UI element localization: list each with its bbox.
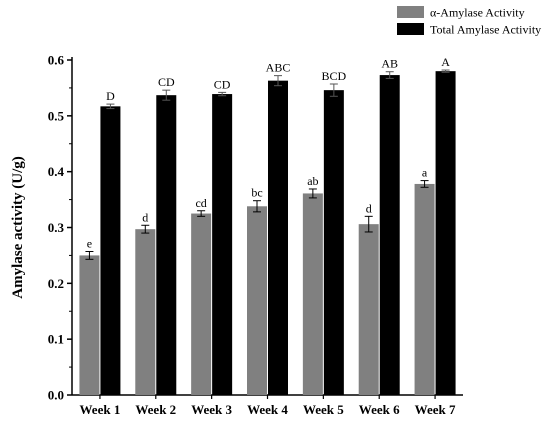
x-tick-label: Week 3 xyxy=(191,402,232,417)
y-tick-label: 0.1 xyxy=(48,332,64,347)
y-tick-label: 0.2 xyxy=(48,276,64,291)
alpha-amylase-bar xyxy=(79,255,100,395)
legend-swatch-total xyxy=(397,23,424,35)
significance-letter: A xyxy=(441,55,450,69)
legend: α-Amylase Activity Total Amylase Activity xyxy=(397,6,541,37)
total-amylase-bar xyxy=(212,94,233,395)
significance-letter: bc xyxy=(251,186,262,200)
alpha-amylase-bar xyxy=(358,224,379,395)
legend-swatch-alpha xyxy=(397,6,424,18)
y-tick-label: 0.5 xyxy=(48,108,65,123)
significance-letter: d xyxy=(366,201,372,215)
significance-letter: cd xyxy=(195,196,206,210)
alpha-amylase-bar xyxy=(247,206,267,395)
x-tick-label: Week 2 xyxy=(135,402,176,417)
total-amylase-bar xyxy=(100,106,121,395)
total-amylase-bar xyxy=(323,90,344,396)
significance-letter: ABC xyxy=(266,61,291,75)
legend-label: Total Amylase Activity xyxy=(430,23,541,37)
x-axis: Week 1 Week 2 Week 3 Week 4 Week 5 Week 6 Week… xyxy=(72,394,463,417)
significance-letter: D xyxy=(106,89,115,103)
alpha-amylase-bar xyxy=(191,213,212,395)
total-amylase-bar xyxy=(379,75,400,395)
significance-letter: AB xyxy=(381,57,398,71)
y-axis: 0.0 0.1 0.2 0.3 0.4 0.5 0.6 xyxy=(48,53,73,403)
y-tick-label: 0.0 xyxy=(48,388,64,403)
significance-letter: CD xyxy=(214,77,231,91)
bars: e d cd bc ab d a D CD CD ABC BCD AB A xyxy=(79,55,456,396)
total-amylase-bar xyxy=(156,95,177,396)
alpha-amylase-bar xyxy=(302,193,323,395)
alpha-amylase-bar xyxy=(414,183,435,395)
significance-letter: CD xyxy=(158,75,175,89)
significance-letter: ab xyxy=(307,174,318,188)
x-tick-label: Week 1 xyxy=(80,402,121,417)
x-tick-label: Week 4 xyxy=(247,402,288,417)
y-tick-label: 0.3 xyxy=(48,220,65,235)
y-tick-label: 0.4 xyxy=(48,164,65,179)
significance-letter: a xyxy=(422,166,428,180)
total-amylase-bar xyxy=(435,71,456,396)
x-tick-label: Week 6 xyxy=(359,402,400,417)
y-tick-label: 0.6 xyxy=(48,53,65,68)
legend-label: α-Amylase Activity xyxy=(430,6,525,20)
significance-letter: d xyxy=(142,210,148,224)
x-tick-label: Week 5 xyxy=(303,402,344,417)
x-tick-label: Week 7 xyxy=(415,402,456,417)
y-axis-title: Amylase activity (U/g) xyxy=(10,156,26,298)
alpha-amylase-bar xyxy=(135,229,156,395)
significance-letter: e xyxy=(87,237,92,251)
significance-letter: BCD xyxy=(322,69,347,83)
total-amylase-bar xyxy=(268,80,288,396)
